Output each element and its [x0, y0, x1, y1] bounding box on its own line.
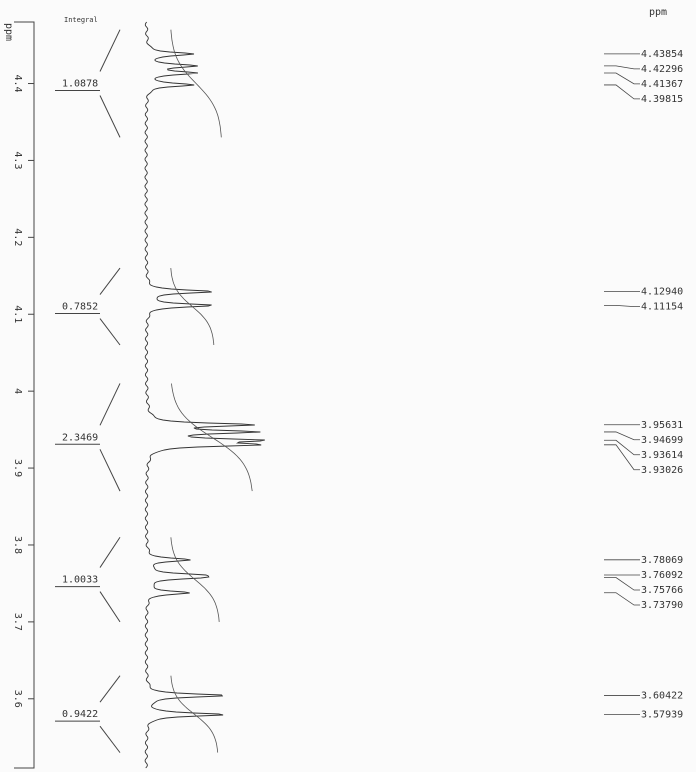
y-tick-label: 4.3: [12, 151, 23, 169]
peak-leader: [604, 444, 640, 471]
peak-label: 4.42296: [641, 64, 683, 75]
peak-leader: [604, 592, 640, 606]
y-tick-label: 4.1: [12, 305, 23, 323]
integral-bracket: [99, 591, 121, 623]
integral-bracket: [99, 537, 121, 568]
peak-label: 3.93026: [641, 465, 683, 476]
peak-label: 3.75766: [641, 585, 683, 596]
peak-leader: [604, 304, 640, 308]
peak-label: 4.11154: [641, 302, 683, 313]
integral-bracket: [99, 95, 121, 138]
integral-bracket: [99, 383, 121, 426]
y-tick-label: 4.2: [12, 228, 23, 246]
peak-label: 4.43854: [641, 49, 683, 60]
peak-leader: [604, 65, 640, 70]
peak-axis-label: ppm: [649, 7, 667, 18]
integral-value: 2.3469: [62, 432, 98, 443]
peak-label: 3.94699: [641, 435, 683, 446]
peak-label: 3.78069: [641, 555, 683, 566]
peak-label: 4.39815: [641, 94, 683, 105]
peak-leader: [604, 72, 640, 85]
spectrum-trace: [144, 21, 265, 769]
integral-value: 0.7852: [62, 302, 98, 313]
peak-leader: [604, 84, 640, 100]
y-tick-label: 3.6: [12, 690, 23, 708]
peak-leader: [604, 431, 640, 441]
peak-label: 3.95631: [641, 420, 683, 431]
peak-label: 3.76092: [641, 570, 683, 581]
y-tick-label: 3.8: [12, 536, 23, 554]
peak-label: 3.57939: [641, 710, 683, 721]
integral-value: 1.0033: [62, 575, 98, 586]
integral-curve: [171, 383, 253, 492]
integral-curve: [170, 537, 220, 622]
integral-curve: [170, 675, 219, 753]
integral-bracket: [99, 267, 121, 295]
y-tick-label: 3.7: [12, 613, 23, 631]
y-tick-label: 3.9: [12, 459, 23, 477]
integral-value: 1.0878: [62, 79, 98, 90]
y-tick-label: 4.4: [12, 74, 23, 92]
integral-bracket: [99, 675, 121, 703]
peak-label: 3.60422: [641, 691, 683, 702]
y-tick-label: 4: [12, 388, 23, 394]
peak-label: 4.12940: [641, 287, 683, 298]
integral-bracket: [99, 318, 121, 346]
integral-bracket: [99, 449, 121, 492]
axis-line: [14, 21, 35, 769]
integral-bracket: [99, 725, 121, 753]
axis-label: ppm: [3, 23, 14, 41]
peak-label: 3.73790: [641, 600, 683, 611]
peak-label: 3.93614: [641, 450, 683, 461]
integral-curve: [170, 29, 222, 138]
peak-leader: [604, 439, 640, 456]
integral-value: 0.9422: [62, 709, 98, 720]
integral-curve: [170, 268, 215, 346]
peak-leader: [604, 577, 640, 591]
integral-bracket: [99, 29, 121, 72]
integral-label: Integral: [64, 16, 98, 24]
peak-label: 4.41367: [641, 79, 683, 90]
